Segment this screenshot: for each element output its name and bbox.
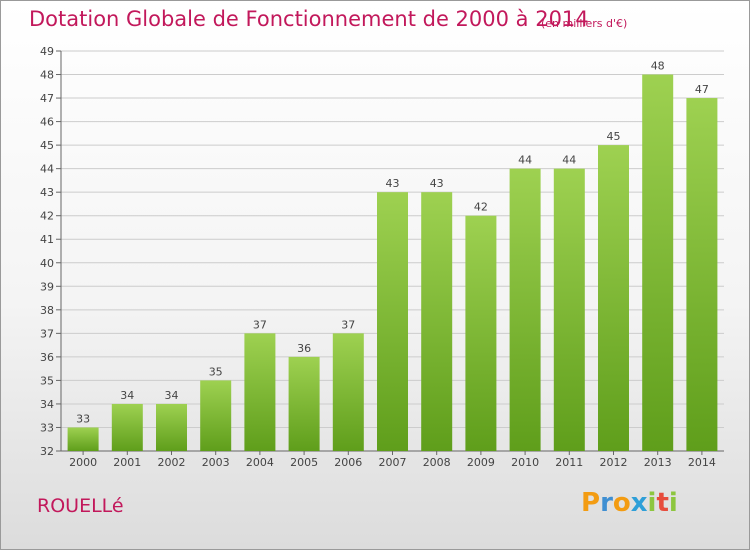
x-tick-label: 2009 bbox=[467, 456, 495, 469]
x-tick-label: 2003 bbox=[202, 456, 230, 469]
y-tick-label: 39 bbox=[40, 280, 54, 293]
x-tick-label: 2012 bbox=[600, 456, 628, 469]
bar bbox=[200, 380, 232, 451]
data-label: 35 bbox=[209, 365, 223, 378]
data-label: 34 bbox=[120, 389, 134, 402]
logo-letter: t bbox=[656, 488, 669, 518]
y-tick-label: 49 bbox=[40, 45, 54, 58]
data-label: 43 bbox=[386, 177, 400, 190]
data-label: 48 bbox=[651, 60, 665, 73]
y-tick-label: 40 bbox=[40, 257, 54, 270]
data-label: 42 bbox=[474, 201, 488, 214]
bar bbox=[111, 403, 143, 451]
x-tick-label: 2004 bbox=[246, 456, 274, 469]
data-label: 37 bbox=[253, 318, 267, 331]
x-tick-label: 2000 bbox=[69, 456, 97, 469]
data-label: 44 bbox=[562, 154, 576, 167]
bar bbox=[377, 192, 408, 452]
proxiti-logo[interactable]: Proxiti bbox=[581, 488, 678, 518]
logo-letter: o bbox=[612, 488, 631, 518]
data-label: 47 bbox=[695, 83, 709, 96]
data-label: 45 bbox=[607, 130, 621, 143]
y-tick-label: 32 bbox=[40, 445, 54, 458]
y-tick-label: 41 bbox=[40, 233, 54, 246]
y-tick-label: 42 bbox=[40, 210, 54, 223]
x-tick-label: 2014 bbox=[688, 456, 716, 469]
x-tick-label: 2002 bbox=[158, 456, 186, 469]
chart-subtitle: (en milliers d'€) bbox=[541, 17, 628, 30]
bar bbox=[465, 215, 497, 451]
bar bbox=[686, 98, 718, 451]
y-tick-label: 44 bbox=[40, 163, 54, 176]
x-tick-label: 2007 bbox=[379, 456, 407, 469]
logo-letter: r bbox=[600, 488, 613, 518]
logo-letter: i bbox=[647, 488, 657, 518]
bar bbox=[67, 427, 99, 451]
y-tick-label: 34 bbox=[40, 398, 54, 411]
data-label: 43 bbox=[430, 177, 444, 190]
x-tick-label: 2005 bbox=[290, 456, 318, 469]
bar bbox=[421, 192, 453, 452]
y-tick-label: 37 bbox=[40, 327, 54, 340]
y-tick-label: 35 bbox=[40, 374, 54, 387]
x-tick-label: 2001 bbox=[113, 456, 141, 469]
logo-letter: P bbox=[581, 488, 601, 518]
y-tick-label: 46 bbox=[40, 116, 54, 129]
y-tick-label: 43 bbox=[40, 186, 54, 199]
bar bbox=[642, 74, 674, 451]
y-tick-label: 48 bbox=[40, 69, 54, 82]
y-tick-label: 47 bbox=[40, 92, 54, 105]
data-label: 34 bbox=[165, 389, 179, 402]
x-tick-label: 2008 bbox=[423, 456, 451, 469]
data-label: 36 bbox=[297, 342, 311, 355]
data-label: 44 bbox=[518, 154, 532, 167]
bar bbox=[598, 145, 629, 451]
bar bbox=[156, 403, 187, 451]
data-label: 37 bbox=[341, 318, 355, 331]
y-tick-label: 36 bbox=[40, 351, 54, 364]
commune-name: ROUELLé bbox=[37, 495, 124, 517]
data-label: 33 bbox=[76, 412, 90, 425]
bar bbox=[332, 333, 364, 451]
chart-title: Dotation Globale de Fonctionnement de 20… bbox=[29, 7, 589, 31]
bar bbox=[288, 356, 320, 451]
x-tick-label: 2013 bbox=[644, 456, 672, 469]
x-tick-label: 2011 bbox=[555, 456, 583, 469]
logo-letter: x bbox=[630, 488, 648, 518]
y-tick-label: 33 bbox=[40, 421, 54, 434]
logo-letter: i bbox=[668, 488, 678, 518]
x-tick-label: 2010 bbox=[511, 456, 539, 469]
bar bbox=[509, 168, 541, 451]
x-tick-label: 2006 bbox=[334, 456, 362, 469]
bar bbox=[244, 333, 276, 451]
bar bbox=[553, 168, 585, 451]
y-tick-label: 45 bbox=[40, 139, 54, 152]
y-tick-label: 38 bbox=[40, 304, 54, 317]
